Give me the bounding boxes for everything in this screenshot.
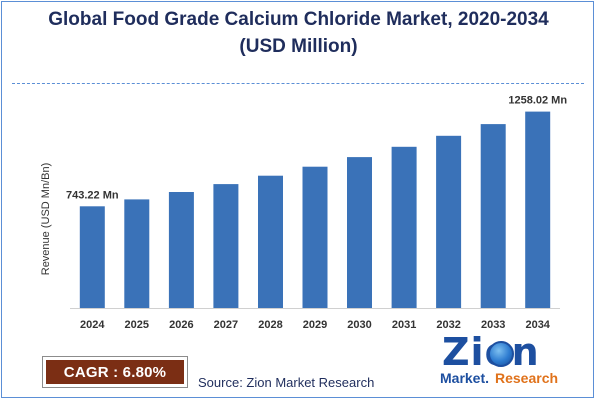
logo-research-text: Research bbox=[495, 370, 559, 386]
bar-2029 bbox=[302, 166, 328, 308]
bar-2024 bbox=[79, 206, 105, 308]
bar-2032 bbox=[436, 135, 462, 308]
zion-logo: Zion Market. Research bbox=[432, 332, 582, 392]
chart-title: Global Food Grade Calcium Chloride Marke… bbox=[0, 6, 597, 60]
x-tick-label-2030: 2030 bbox=[347, 319, 371, 331]
bar-2025 bbox=[124, 199, 150, 308]
bar-2033 bbox=[480, 124, 506, 308]
x-tick-label-2025: 2025 bbox=[125, 319, 149, 331]
cagr-label: CAGR : 6.80% bbox=[46, 360, 184, 384]
x-tick-label-2027: 2027 bbox=[214, 319, 238, 331]
title-divider bbox=[12, 83, 584, 84]
data-label-2024: 743.22 Mn bbox=[66, 189, 119, 201]
bar-2026 bbox=[168, 192, 194, 308]
chart-title-line2: (USD Million) bbox=[239, 36, 358, 57]
bar-2027 bbox=[213, 184, 239, 308]
x-tick-label-2034: 2034 bbox=[525, 319, 550, 331]
x-tick-label-2033: 2033 bbox=[481, 319, 505, 331]
x-tick-label-2024: 2024 bbox=[80, 319, 105, 331]
x-tick-label-2029: 2029 bbox=[303, 319, 327, 331]
globe-icon bbox=[488, 341, 514, 367]
y-axis-label: Revenue (USD Mn/Bn) bbox=[40, 163, 52, 276]
data-label-2034: 1258.02 Mn bbox=[508, 95, 567, 107]
x-tick-label-2026: 2026 bbox=[169, 319, 193, 331]
bar-2028 bbox=[258, 175, 283, 308]
cagr-badge: CAGR : 6.80% bbox=[42, 356, 188, 388]
x-tick-label-2028: 2028 bbox=[258, 319, 282, 331]
x-tick-label-2032: 2032 bbox=[436, 319, 460, 331]
bar-2030 bbox=[347, 157, 372, 308]
chart-title-line1: Global Food Grade Calcium Chloride Marke… bbox=[48, 9, 549, 30]
bar-2034 bbox=[525, 111, 551, 308]
bar-2031 bbox=[391, 146, 417, 308]
x-tick-label-2031: 2031 bbox=[392, 319, 416, 331]
source-text: Source: Zion Market Research bbox=[198, 375, 375, 390]
logo-market-text: Market. bbox=[440, 370, 490, 386]
